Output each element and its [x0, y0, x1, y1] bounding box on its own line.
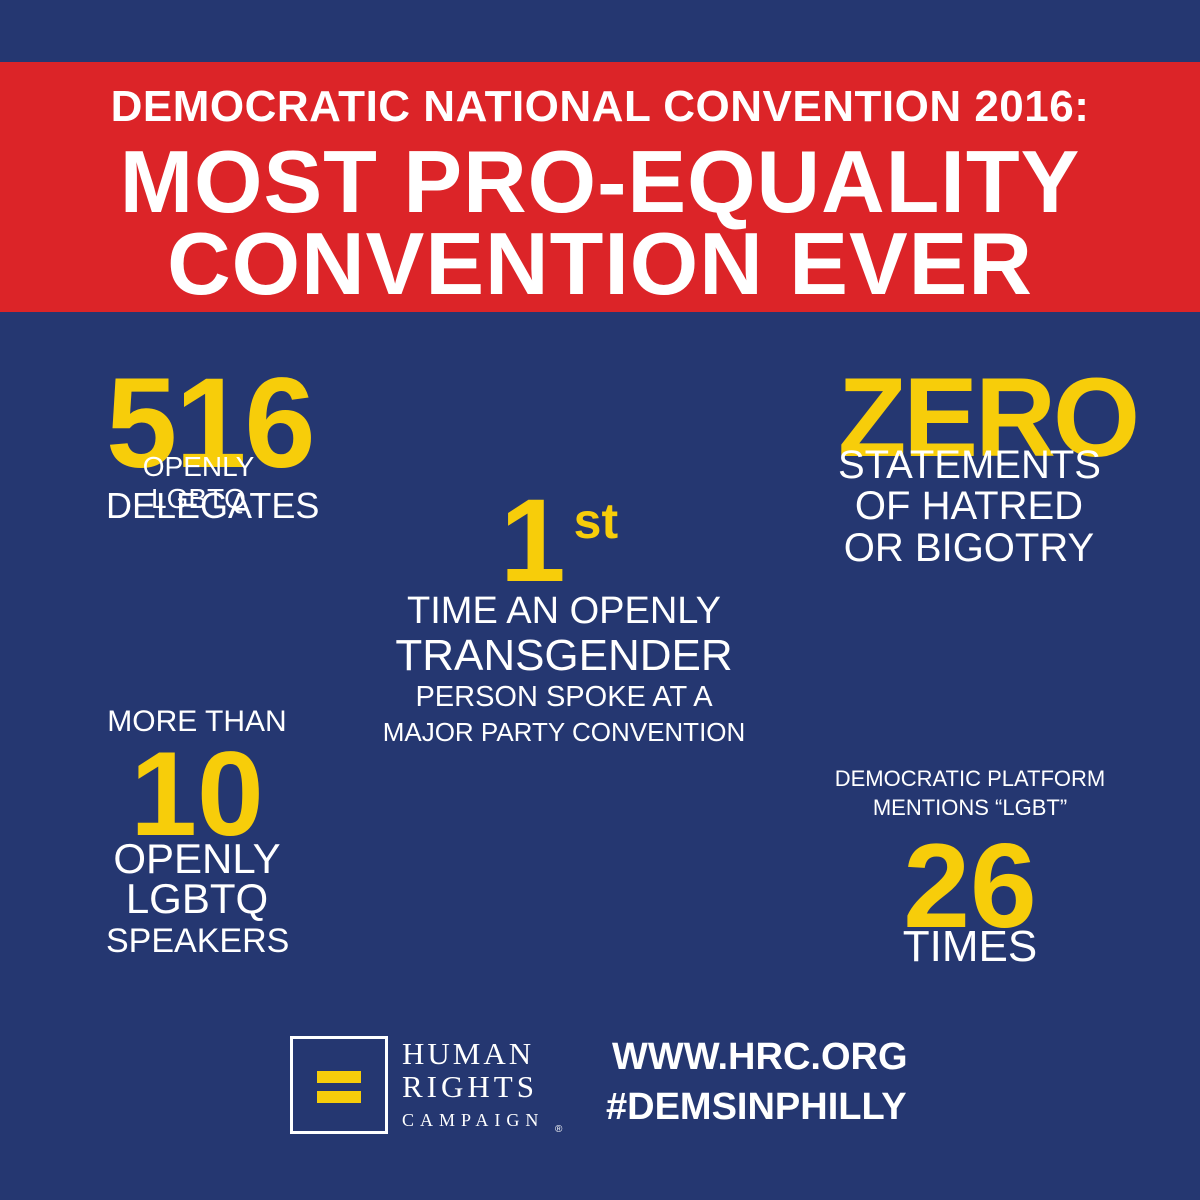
- hrc-equal-sign-icon: [290, 1036, 388, 1134]
- zero-label-line3: OR BIGOTRY: [843, 526, 1095, 570]
- logo-text-line1: HUMAN: [402, 1036, 535, 1071]
- platform-label-line1: DEMOCRATIC PLATFORM: [834, 766, 1106, 791]
- website-url: WWW.HRC.ORG: [612, 1036, 908, 1078]
- header-subtitle: DEMOCRATIC NATIONAL CONVENTION 2016:: [110, 82, 1090, 131]
- delegates-label-line1: OPENLY LGBTQ: [142, 451, 255, 514]
- first-suffix: st: [573, 493, 619, 549]
- header-title-line1: MOST PRO-EQUALITY: [119, 132, 1081, 231]
- equal-bar-top: [317, 1071, 361, 1083]
- hashtag: #DEMSINPHILLY: [606, 1086, 907, 1128]
- first-label-line3: PERSON SPOKE AT A: [415, 681, 713, 713]
- first-label-line2: TRANSGENDER: [395, 631, 733, 680]
- zero-label-line1: STATEMENTS: [838, 443, 1101, 487]
- first-digit: 1: [500, 475, 566, 607]
- registered-mark: ®: [555, 1124, 563, 1135]
- zero-label-line2: OF HATRED: [854, 484, 1084, 528]
- platform-number: 26: [903, 819, 1037, 953]
- first-label-line1: TIME AN OPENLY: [407, 590, 721, 632]
- delegates-label-line2: DELEGATES: [106, 485, 320, 526]
- delegates-number: 516: [106, 352, 316, 495]
- speakers-label-line3: SPEAKERS: [106, 922, 290, 960]
- platform-label-line3: TIMES: [902, 922, 1038, 971]
- platform-label-line2: MENTIONS “LGBT”: [872, 795, 1068, 820]
- speakers-label-line1: OPENLY: [113, 835, 281, 882]
- header-title-line2: CONVENTION EVER: [167, 214, 1033, 313]
- zero-number: ZERO: [838, 355, 1140, 480]
- logo-text-line2: RIGHTS: [402, 1069, 538, 1104]
- speakers-number: 10: [130, 727, 264, 861]
- first-label-line4: MAJOR PARTY CONVENTION: [382, 717, 746, 747]
- logo-text-line3: CAMPAIGN: [402, 1110, 545, 1130]
- header-banner: DEMOCRATIC NATIONAL CONVENTION 2016: MOS…: [0, 62, 1200, 312]
- speakers-prefix: MORE THAN: [107, 705, 287, 738]
- equal-bar-bottom: [317, 1091, 361, 1103]
- speakers-label-line2: LGBTQ: [125, 875, 269, 922]
